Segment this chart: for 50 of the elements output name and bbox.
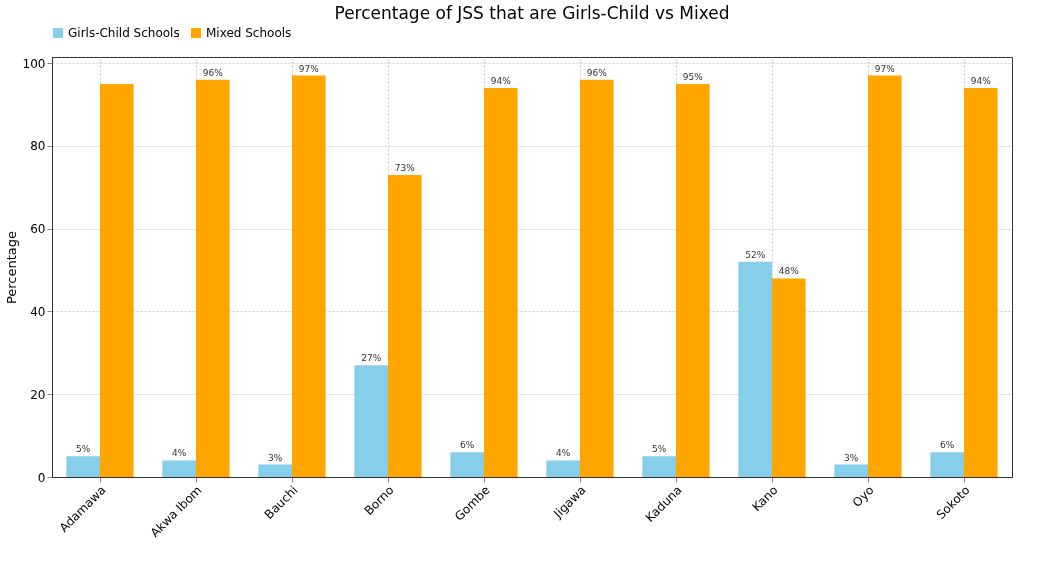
data-label: 96% xyxy=(586,67,608,78)
bar xyxy=(964,88,998,477)
y-tick-label: 80 xyxy=(30,139,46,154)
bar xyxy=(546,460,580,477)
data-label: 95% xyxy=(682,71,704,82)
data-label: 3% xyxy=(844,452,859,463)
y-tick-label: 40 xyxy=(30,304,46,319)
chart-title: Percentage of JSS that are Girls-Child vs Mixed xyxy=(334,3,730,23)
data-label: 27% xyxy=(361,353,382,364)
data-label: 52% xyxy=(745,249,766,260)
bar xyxy=(738,261,772,477)
bar xyxy=(292,75,326,477)
bar xyxy=(772,278,806,477)
bar xyxy=(450,452,484,477)
bar xyxy=(100,83,134,477)
legend-label: Girls-Child Schools xyxy=(68,26,180,40)
bar xyxy=(930,452,964,477)
bar xyxy=(66,456,100,477)
data-label: 5% xyxy=(652,444,667,455)
data-label: 96% xyxy=(202,67,224,78)
data-label: 6% xyxy=(940,440,955,451)
data-label: 4% xyxy=(556,448,571,459)
bar xyxy=(868,75,902,477)
bar xyxy=(834,464,868,477)
y-tick-label: 60 xyxy=(30,222,46,237)
bar xyxy=(676,83,710,477)
bar xyxy=(258,464,292,477)
data-label: 3% xyxy=(268,452,283,463)
bar xyxy=(484,88,518,477)
data-label: 48% xyxy=(778,266,800,277)
y-tick-label: 20 xyxy=(30,387,46,402)
data-label: 73% xyxy=(394,162,416,173)
data-label: 4% xyxy=(172,448,187,459)
data-label: 5% xyxy=(76,444,91,455)
data-label: 97% xyxy=(874,63,896,74)
data-label: 6% xyxy=(460,440,475,451)
legend-label: Mixed Schools xyxy=(206,26,292,40)
data-label: 94% xyxy=(490,76,512,87)
bar xyxy=(388,174,422,477)
y-axis-title: Percentage xyxy=(3,230,19,305)
bar xyxy=(162,460,196,477)
y-tick-label: 100 xyxy=(22,56,46,71)
bar xyxy=(580,79,614,477)
data-label: 94% xyxy=(970,76,992,87)
x-tick-label: Oyo xyxy=(849,483,877,510)
bar xyxy=(196,79,230,477)
data-label: 97% xyxy=(298,63,320,74)
bar xyxy=(642,456,676,477)
bar xyxy=(354,365,388,477)
y-tick-label: 0 xyxy=(37,470,46,485)
